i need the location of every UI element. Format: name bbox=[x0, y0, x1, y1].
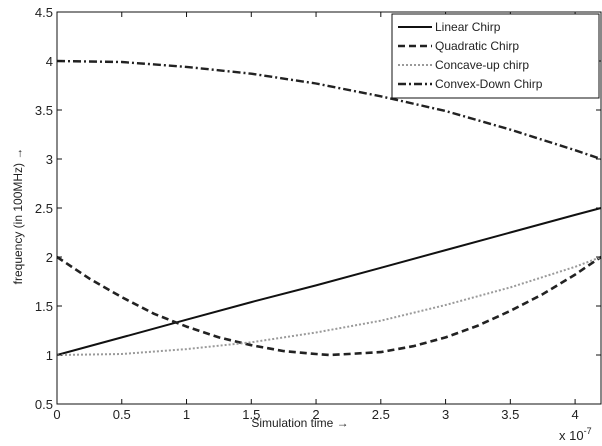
y-tick-label: 1.5 bbox=[35, 299, 53, 314]
x-tick-label: 2.5 bbox=[372, 407, 390, 422]
legend-label: Linear Chirp bbox=[435, 20, 501, 34]
plot-marks bbox=[56, 59, 602, 357]
x-tick-label: 0 bbox=[53, 407, 60, 422]
y-axis-label: frequency (in 100MHz) → bbox=[11, 148, 25, 285]
legend-label: Quadratic Chirp bbox=[435, 39, 519, 53]
y-tick-label: 1 bbox=[46, 348, 53, 363]
y-tick-label: 2 bbox=[46, 250, 53, 265]
y-tick-label: 2.5 bbox=[35, 201, 53, 216]
x-axis-exponent-power: -7 bbox=[584, 426, 592, 436]
y-tick-label: 3.5 bbox=[35, 103, 53, 118]
y-tick-label: 0.5 bbox=[35, 397, 53, 412]
x-tick-label: 3.5 bbox=[501, 407, 519, 422]
x-axis-label: Simulation time → bbox=[251, 416, 348, 430]
legend: Linear Chirp Quadratic Chirp Concave-up ch… bbox=[391, 13, 600, 99]
x-tick-label: 1.5 bbox=[242, 407, 260, 422]
x-axis-exponent: x 10-7 bbox=[559, 426, 592, 443]
y-tick-label: 4 bbox=[46, 54, 53, 69]
legend-label: Convex-Down Chirp bbox=[435, 77, 543, 91]
x-tick-label: 4 bbox=[571, 407, 578, 422]
series-line-convex-down-chirp bbox=[56, 59, 602, 161]
y-tick-label: 4.5 bbox=[35, 5, 53, 20]
series-line-concave-up-chirp bbox=[56, 256, 602, 356]
series-line-linear-chirp bbox=[56, 207, 602, 356]
x-tick-label: 2 bbox=[312, 407, 319, 422]
y-tick-label: 3 bbox=[46, 152, 53, 167]
x-tick-label: 3 bbox=[442, 407, 449, 422]
series-line-quadratic-chirp bbox=[56, 255, 602, 357]
x-axis-exponent-base: x 10 bbox=[559, 428, 584, 443]
axis-ticks: 0 0.5 1 1.5 2 2.5 3 3.5 40.511.522.533.544.5 bbox=[35, 5, 601, 422]
legend-label: Concave-up chirp bbox=[435, 58, 529, 72]
x-tick-label: 0.5 bbox=[113, 407, 131, 422]
x-tick-label: 1 bbox=[183, 407, 190, 422]
